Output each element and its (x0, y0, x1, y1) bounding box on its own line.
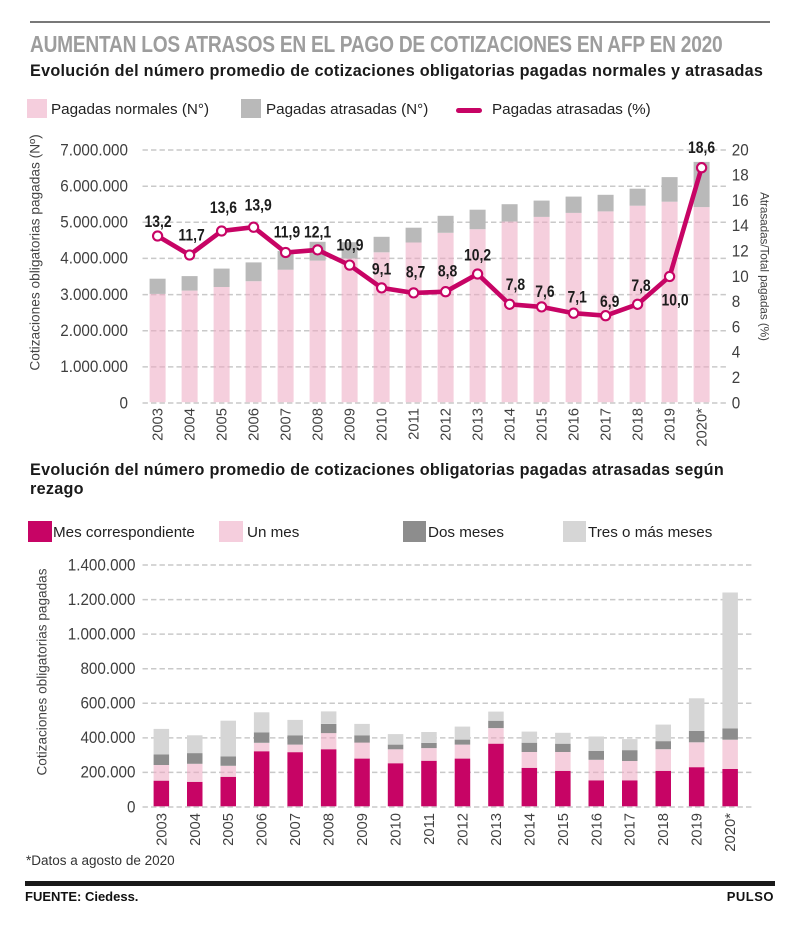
svg-text:2010: 2010 (375, 408, 391, 441)
svg-text:2011: 2011 (407, 408, 423, 440)
svg-text:7,8: 7,8 (506, 276, 526, 295)
svg-text:2020*: 2020* (695, 408, 711, 447)
svg-text:2003: 2003 (154, 813, 170, 846)
svg-text:Atrasadas/Total pagadas (%): Atrasadas/Total pagadas (%) (758, 192, 772, 341)
svg-text:2012: 2012 (455, 813, 471, 846)
svg-text:10,9: 10,9 (336, 236, 363, 255)
svg-text:8: 8 (732, 294, 741, 312)
svg-text:1.000.000: 1.000.000 (60, 359, 128, 377)
svg-text:1.400.000: 1.400.000 (68, 557, 136, 575)
svg-text:13,9: 13,9 (245, 196, 272, 215)
svg-text:13,2: 13,2 (145, 213, 172, 232)
svg-text:6: 6 (732, 319, 741, 337)
svg-text:2017: 2017 (623, 813, 639, 846)
svg-text:2: 2 (732, 370, 740, 388)
svg-text:2018: 2018 (631, 408, 647, 441)
svg-text:2019: 2019 (690, 813, 706, 846)
svg-text:2006: 2006 (255, 813, 271, 846)
svg-text:6.000.000: 6.000.000 (60, 178, 128, 196)
svg-text:800.000: 800.000 (80, 661, 135, 679)
svg-text:20: 20 (732, 142, 749, 160)
svg-text:18,6: 18,6 (688, 139, 715, 158)
svg-text:7.000.000: 7.000.000 (60, 142, 128, 160)
svg-text:600.000: 600.000 (80, 695, 135, 713)
svg-text:2009: 2009 (355, 813, 371, 846)
svg-text:2013: 2013 (489, 813, 505, 846)
svg-text:2008: 2008 (311, 408, 327, 441)
svg-text:8,7: 8,7 (406, 263, 425, 282)
svg-text:2004: 2004 (183, 408, 199, 441)
svg-text:400.000: 400.000 (80, 730, 135, 748)
svg-text:2015: 2015 (556, 813, 572, 846)
svg-text:2007: 2007 (288, 813, 304, 846)
svg-text:2009: 2009 (343, 408, 359, 441)
svg-text:2008: 2008 (322, 813, 338, 846)
svg-text:2005: 2005 (221, 813, 237, 846)
svg-text:2007: 2007 (279, 408, 295, 441)
svg-text:12: 12 (732, 243, 749, 261)
svg-text:Cotizaciones obligatorias paga: Cotizaciones obligatorias pagadas (Nº) (28, 134, 43, 370)
svg-text:1.000.000: 1.000.000 (68, 626, 136, 644)
svg-text:2011: 2011 (422, 813, 438, 845)
svg-text:6,9: 6,9 (600, 293, 620, 312)
svg-text:2004: 2004 (188, 813, 204, 846)
svg-text:4: 4 (732, 344, 741, 362)
svg-text:9,1: 9,1 (372, 260, 392, 279)
svg-text:2016: 2016 (589, 813, 605, 846)
svg-text:2018: 2018 (656, 813, 672, 846)
svg-text:0: 0 (732, 395, 741, 413)
svg-text:2014: 2014 (522, 813, 538, 846)
svg-text:2010: 2010 (389, 813, 405, 846)
svg-text:2017: 2017 (599, 408, 615, 441)
svg-text:7,6: 7,6 (535, 283, 555, 302)
svg-text:10,0: 10,0 (662, 291, 689, 310)
svg-text:1.200.000: 1.200.000 (68, 591, 136, 609)
svg-text:16: 16 (732, 192, 749, 210)
svg-text:200.000: 200.000 (80, 764, 135, 782)
svg-text:7,1: 7,1 (568, 288, 588, 307)
svg-text:5.000.000: 5.000.000 (60, 214, 128, 232)
svg-text:2014: 2014 (503, 408, 519, 441)
svg-text:11,9: 11,9 (274, 223, 301, 242)
svg-text:2019: 2019 (663, 408, 679, 441)
svg-text:14: 14 (732, 218, 749, 236)
svg-text:3.000.000: 3.000.000 (60, 286, 128, 304)
svg-text:10,2: 10,2 (464, 246, 491, 265)
svg-text:10: 10 (732, 268, 749, 286)
svg-text:0: 0 (127, 799, 136, 817)
svg-text:8,8: 8,8 (438, 262, 458, 281)
svg-text:11,7: 11,7 (178, 226, 204, 245)
svg-text:2003: 2003 (151, 408, 167, 441)
svg-text:2015: 2015 (535, 408, 551, 441)
svg-text:12,1: 12,1 (304, 223, 331, 242)
svg-text:2020*: 2020* (723, 813, 739, 852)
svg-text:13,6: 13,6 (210, 199, 237, 218)
svg-text:0: 0 (120, 395, 129, 413)
svg-text:2012: 2012 (439, 408, 455, 441)
svg-text:7,8: 7,8 (631, 277, 651, 296)
svg-text:2013: 2013 (471, 408, 487, 441)
svg-text:2016: 2016 (567, 408, 583, 441)
svg-text:Cotizaciones obligatorias paga: Cotizaciones obligatorias pagadas (35, 568, 50, 775)
svg-text:18: 18 (732, 167, 749, 185)
svg-text:2006: 2006 (247, 408, 263, 441)
svg-text:2.000.000: 2.000.000 (60, 323, 128, 341)
svg-text:4.000.000: 4.000.000 (60, 250, 128, 268)
svg-text:2005: 2005 (215, 408, 231, 441)
